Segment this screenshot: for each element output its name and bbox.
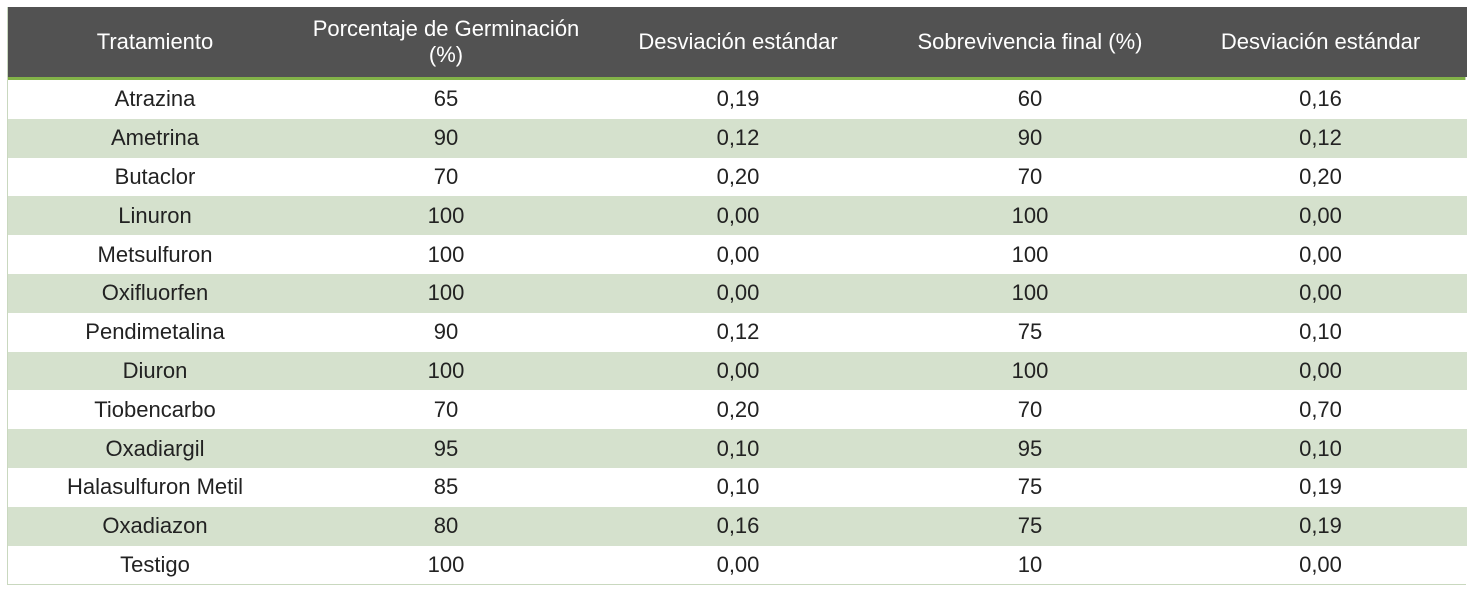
cell-germinacion: 100 <box>427 357 465 383</box>
cell-sobrevivencia: 70 <box>1017 396 1043 422</box>
cell-desviacion-germinacion: 0,12 <box>716 319 760 345</box>
cell-germinacion: 95 <box>433 435 459 461</box>
table-row: Diuron 100 0,00 100 0,00 <box>8 351 1467 391</box>
table-row: Oxadiazon 80 0,16 75 0,19 <box>8 506 1467 546</box>
cell-sobrevivencia: 75 <box>1017 319 1043 345</box>
cell-sobrevivencia: 90 <box>1017 125 1043 151</box>
cell-desviacion-germinacion: 0,20 <box>716 396 760 422</box>
cell-sobrevivencia: 100 <box>1011 357 1049 383</box>
cell-tratamiento: Oxadiargil <box>105 435 205 461</box>
cell-germinacion: 90 <box>433 125 459 151</box>
results-table: Tratamiento Porcentaje de Germinación (%… <box>8 7 1467 77</box>
cell-tratamiento: Atrazina <box>114 86 196 112</box>
table-row: Atrazina 65 0,19 60 0,16 <box>8 80 1467 119</box>
cell-tratamiento: Tiobencarbo <box>94 396 216 422</box>
table-row: Oxadiargil 95 0,10 95 0,10 <box>8 429 1467 468</box>
cell-tratamiento: Butaclor <box>114 163 196 189</box>
cell-sobrevivencia: 60 <box>1017 86 1043 112</box>
cell-germinacion: 70 <box>433 396 459 422</box>
cell-germinacion: 100 <box>427 551 465 577</box>
cell-desviacion-sobrevivencia: 0,12 <box>1299 125 1342 151</box>
cell-desviacion-sobrevivencia: 0,19 <box>1299 474 1342 500</box>
table-row: Metsulfuron 100 0,00 100 0,00 <box>8 235 1467 274</box>
cell-germinacion: 85 <box>433 474 459 500</box>
cell-desviacion-germinacion: 0,00 <box>716 202 760 228</box>
table-row: Tiobencarbo 70 0,20 70 0,70 <box>8 390 1467 430</box>
cell-tratamiento: Diuron <box>122 357 188 383</box>
cell-desviacion-sobrevivencia: 0,20 <box>1299 163 1342 189</box>
header-accent-line <box>8 77 1465 80</box>
cell-tratamiento: Halasulfuron Metil <box>66 474 244 500</box>
cell-desviacion-sobrevivencia: 0,10 <box>1299 319 1342 345</box>
cell-sobrevivencia: 100 <box>1011 202 1049 228</box>
cell-desviacion-germinacion: 0,00 <box>716 241 760 267</box>
cell-germinacion: 80 <box>433 513 459 539</box>
header-row: Tratamiento Porcentaje de Germinación (%… <box>8 7 1467 77</box>
table-row: Testigo 100 0,00 10 0,00 <box>8 545 1467 585</box>
cell-tratamiento: Oxifluorfen <box>101 280 209 306</box>
cell-desviacion-sobrevivencia: 0,19 <box>1299 513 1342 539</box>
table-header: Tratamiento Porcentaje de Germinación (%… <box>8 7 1467 77</box>
cell-desviacion-germinacion: 0,00 <box>716 280 760 306</box>
data-table-container: Tratamiento Porcentaje de Germinación (%… <box>7 7 1467 586</box>
cell-sobrevivencia: 95 <box>1017 435 1043 461</box>
cell-desviacion-sobrevivencia: 0,10 <box>1299 435 1342 461</box>
cell-desviacion-sobrevivencia: 0,00 <box>1299 551 1342 577</box>
cell-sobrevivencia: 75 <box>1017 513 1043 539</box>
cell-desviacion-sobrevivencia: 0,70 <box>1299 396 1342 422</box>
cell-germinacion: 65 <box>433 86 459 112</box>
header-tratamiento: Tratamiento <box>96 29 214 54</box>
table-row: Pendimetalina 90 0,12 75 0,10 <box>8 312 1467 352</box>
cell-desviacion-germinacion: 0,19 <box>716 86 760 112</box>
cell-tratamiento: Metsulfuron <box>97 241 213 267</box>
cell-sobrevivencia: 10 <box>1017 551 1043 577</box>
table-row: Butaclor 70 0,20 70 0,20 <box>8 157 1467 197</box>
cell-tratamiento: Oxadiazon <box>102 513 208 539</box>
header-desviacion-sobrevivencia: Desviación estándar <box>1220 29 1421 54</box>
cell-desviacion-germinacion: 0,20 <box>716 163 760 189</box>
cell-desviacion-sobrevivencia: 0,00 <box>1299 357 1342 383</box>
table-row: Linuron 100 0,00 100 0,00 <box>8 196 1467 236</box>
cell-tratamiento: Linuron <box>118 202 192 228</box>
cell-desviacion-sobrevivencia: 0,00 <box>1299 202 1342 228</box>
cell-desviacion-sobrevivencia: 0,00 <box>1299 280 1342 306</box>
cell-tratamiento: Ametrina <box>110 125 200 151</box>
cell-germinacion: 100 <box>427 241 465 267</box>
cell-desviacion-germinacion: 0,12 <box>716 125 760 151</box>
header-desviacion-germinacion: Desviación estándar <box>638 29 838 54</box>
table-row: Oxifluorfen 100 0,00 100 0,00 <box>8 273 1467 313</box>
table-row: Halasulfuron Metil 85 0,10 75 0,19 <box>8 467 1467 507</box>
cell-tratamiento: Pendimetalina <box>85 319 225 345</box>
cell-sobrevivencia: 70 <box>1017 163 1043 189</box>
table-body: Atrazina 65 0,19 60 0,16 Ametrina 90 0,12 90 0,12… <box>8 80 1467 585</box>
cell-desviacion-sobrevivencia: 0,16 <box>1299 86 1342 112</box>
cell-tratamiento: Testigo <box>120 551 190 577</box>
cell-germinacion: 100 <box>427 280 465 306</box>
cell-desviacion-germinacion: 0,10 <box>716 474 760 500</box>
cell-germinacion: 100 <box>427 202 465 228</box>
header-germinacion: Porcentaje de Germinación (%) <box>312 16 580 67</box>
cell-desviacion-germinacion: 0,16 <box>716 513 760 539</box>
cell-desviacion-germinacion: 0,00 <box>716 357 760 383</box>
cell-desviacion-germinacion: 0,00 <box>716 551 760 577</box>
table-row: Ametrina 90 0,12 90 0,12 <box>8 118 1467 158</box>
header-sobrevivencia: Sobrevivencia final (%) <box>917 29 1143 54</box>
cell-germinacion: 90 <box>433 319 459 345</box>
cell-germinacion: 70 <box>433 163 459 189</box>
cell-sobrevivencia: 75 <box>1017 474 1043 500</box>
cell-sobrevivencia: 100 <box>1011 241 1049 267</box>
cell-sobrevivencia: 100 <box>1011 280 1049 306</box>
cell-desviacion-sobrevivencia: 0,00 <box>1299 241 1342 267</box>
results-table-body: Atrazina 65 0,19 60 0,16 Ametrina 90 0,12 90 0,12… <box>8 80 1467 585</box>
cell-desviacion-germinacion: 0,10 <box>716 435 760 461</box>
